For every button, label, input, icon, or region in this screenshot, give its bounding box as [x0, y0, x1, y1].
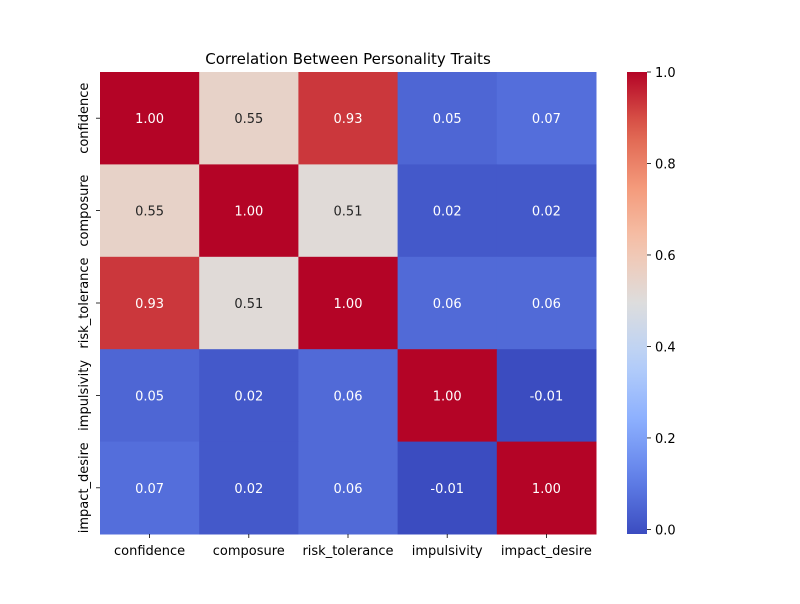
heatmap-cell-composure-confidence [100, 164, 200, 258]
heatmap-cell-composure-impulsivity [397, 164, 498, 258]
x-axis: confidence composure risk_tolerance impulsi… [114, 534, 592, 559]
cell-value-label: 1.00 [135, 112, 164, 127]
cell-value-label: 1.00 [532, 482, 561, 497]
cell-value-label: 0.55 [234, 112, 263, 127]
chart-title: Correlation Between Personality Traits [205, 50, 491, 68]
heatmap-cell-risk_tolerance-impulsivity [397, 256, 498, 350]
heatmap-cell-confidence-confidence [100, 72, 200, 165]
y-axis: confidence composure risk_toleranceimpulsi… [77, 83, 100, 533]
heatmap-cell-confidence-impact_desire [496, 72, 597, 165]
colorbar-tick-label: 0.4 [655, 340, 676, 355]
cell-value-label: 0.06 [334, 389, 363, 404]
cell-value-label: 0.93 [135, 297, 164, 312]
x-tick-label: risk_tolerance [302, 544, 393, 559]
cell-value-label: 0.07 [135, 482, 164, 497]
heatmap-cells [100, 72, 597, 535]
heatmap-cell-impact_desire-composure [199, 441, 299, 535]
cell-value-label: 0.07 [532, 112, 561, 127]
cell-value-label: 0.55 [135, 205, 164, 220]
cell-value-label: 0.06 [532, 297, 561, 312]
x-tick-label: composure [213, 544, 285, 559]
cell-value-label: 0.02 [234, 482, 263, 497]
heatmap-cell-risk_tolerance-composure [199, 256, 299, 350]
colorbar-tick-label: 0.8 [655, 157, 676, 172]
cell-value-label: 0.51 [334, 205, 363, 220]
heatmap-cell-confidence-composure [199, 72, 299, 165]
heatmap-cell-composure-impact_desire [496, 164, 597, 258]
heatmap-cell-impulsivity-risk_tolerance [298, 349, 399, 443]
cell-value-label: 0.06 [334, 482, 363, 497]
heatmap-cell-impulsivity-composure [199, 349, 299, 443]
x-tick-label: impact_desire [501, 544, 592, 559]
heatmap-cell-impact_desire-impulsivity [397, 441, 498, 535]
cell-value-label: 0.06 [433, 297, 462, 312]
colorbar-tick-label: 0.6 [655, 249, 676, 264]
cell-value-label: 0.02 [234, 389, 263, 404]
heatmap-cell-confidence-risk_tolerance [298, 72, 399, 165]
y-tick-label: confidence [77, 83, 92, 154]
cell-value-label: 1.00 [433, 389, 462, 404]
colorbar: 0.0 0.2 0.4 0.6 0.8 1.0 [627, 66, 676, 538]
y-tick-label: impulsivity [77, 360, 92, 431]
cell-value-label: 0.02 [433, 205, 462, 220]
cell-value-label: 1.00 [234, 205, 263, 220]
heatmap-cell-composure-risk_tolerance [298, 164, 399, 258]
y-tick-label: risk_tolerance [77, 257, 92, 348]
heatmap-cell-impact_desire-risk_tolerance [298, 441, 399, 535]
heatmap-annotations: 1.00 0.55 0.93 0.05 0.07 0.55 1.00 0.51 0.02 0.02… [135, 112, 563, 497]
heatmap-cell-impact_desire-confidence [100, 441, 200, 535]
heatmap-cell-risk_tolerance-confidence [100, 256, 200, 350]
y-tick-label: composure [77, 175, 92, 247]
heatmap-cell-impulsivity-confidence [100, 349, 200, 443]
y-tick-label: impact_desire [77, 442, 92, 533]
cell-value-label: 0.93 [334, 112, 363, 127]
heatmap-cell-impact_desire-impact_desire [496, 441, 597, 535]
cell-value-label: 0.02 [532, 205, 561, 220]
heatmap-cell-confidence-impulsivity [397, 72, 498, 165]
colorbar-tick-label: 1.0 [655, 66, 676, 81]
cell-value-label: 1.00 [334, 297, 363, 312]
cell-value-label: 0.51 [234, 297, 263, 312]
x-tick-label: confidence [114, 544, 185, 559]
heatmap-cell-risk_tolerance-risk_tolerance [298, 256, 399, 350]
colorbar-tick-label: 0.2 [655, 432, 676, 447]
heatmap-cell-composure-composure [199, 164, 299, 258]
heatmap-cell-impulsivity-impact_desire [496, 349, 597, 443]
cell-value-label: 0.05 [433, 112, 462, 127]
cell-value-label: -0.01 [430, 482, 464, 497]
heatmap-cell-risk_tolerance-impact_desire [496, 256, 597, 350]
cell-value-label: -0.01 [530, 389, 564, 404]
colorbar-tick-label: 0.0 [655, 523, 676, 538]
cell-value-label: 0.05 [135, 389, 164, 404]
heatmap-cell-impulsivity-impulsivity [397, 349, 498, 443]
colorbar-gradient [627, 72, 647, 534]
x-tick-label: impulsivity [412, 544, 483, 559]
